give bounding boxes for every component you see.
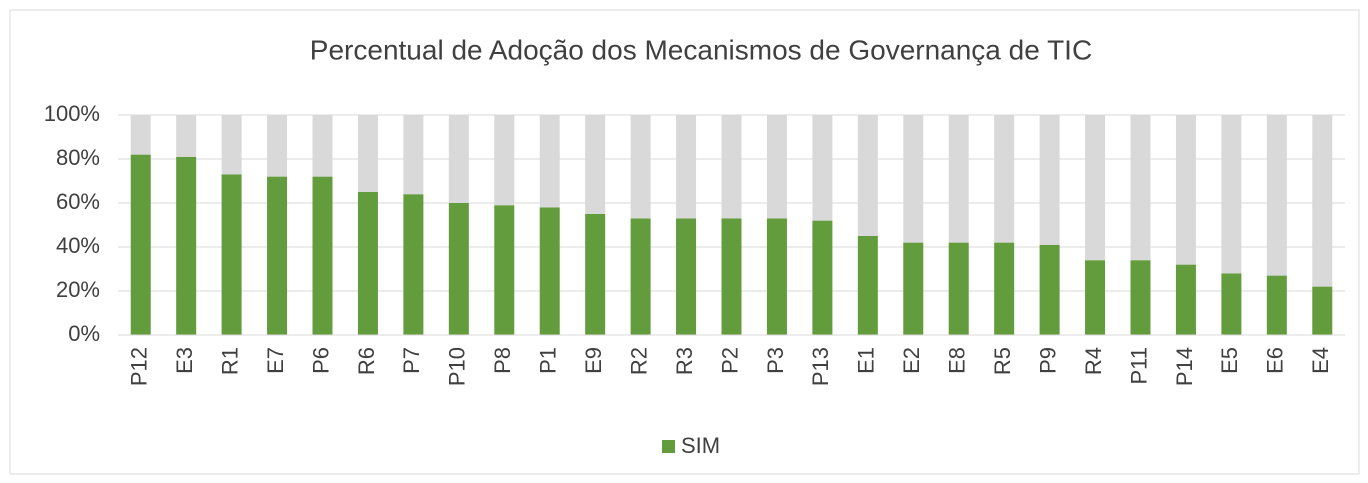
bar-segment [221,174,242,335]
bar-segment [948,115,969,243]
x-tick-label: E7 [263,347,288,374]
bar-segment [494,205,515,335]
bar-segment [903,115,924,243]
bar-segment [539,207,560,335]
x-tick-label: P3 [763,347,788,374]
x-tick-label: P8 [490,347,515,374]
y-tick-label: 80% [56,145,100,170]
bar-segment [176,156,197,335]
y-tick-label: 100% [44,101,100,126]
x-tick-label: P6 [308,347,333,374]
bar-segment [1266,275,1287,335]
bar-segment [1175,264,1196,335]
x-tick-label: R4 [1081,347,1106,375]
x-tick-label: R6 [354,347,379,375]
x-tick-label: E4 [1308,347,1333,374]
x-tick-label: P11 [1126,347,1151,385]
x-tick-label: P14 [1172,347,1197,386]
bar-segment [357,192,378,335]
y-tick-label: 20% [56,277,100,302]
bar-segment [766,115,787,219]
bar-segment [1266,115,1287,276]
x-tick-label: P9 [1035,347,1060,374]
bar-segment [948,242,969,335]
legend-swatch [662,440,675,453]
x-tick-label: P7 [399,347,424,374]
bar-segment [857,115,878,236]
bar-segment [676,218,697,335]
bar-segment [585,214,606,335]
bar-segment [221,115,242,175]
y-tick-label: 0% [68,321,100,346]
x-tick-label: E8 [945,347,970,374]
bar-segment [1085,260,1106,335]
bar-segment [312,115,333,177]
bar-segment [1221,115,1242,274]
bar-segment [676,115,697,219]
y-tick-label: 40% [56,233,100,258]
bar-segment [267,115,288,177]
bar-segment [312,176,333,335]
bar-segment [1085,115,1106,261]
bar-segment [1039,115,1060,245]
bar-segment [994,242,1015,335]
bar-segment [1221,273,1242,335]
bar-segment [630,218,651,335]
bar-segment [130,154,151,335]
chart-title: Percentual de Adoção dos Mecanismos de G… [310,34,1092,65]
x-tick-label: P1 [536,347,561,374]
bar-segment [448,203,469,335]
bar-segment [585,115,606,214]
bar-segment [267,176,288,335]
bar-segment [539,115,560,208]
bar-segment [721,115,742,219]
bar-segment [1175,115,1196,265]
bar-segment [176,115,197,157]
bar-segment [494,115,515,206]
x-tick-label: R2 [626,347,651,375]
bar-segment [721,218,742,335]
bar-segment [448,115,469,203]
legend-label: SIM [681,433,720,458]
x-tick-label: P12 [127,347,152,386]
x-tick-label: R5 [990,347,1015,375]
x-tick-label: E6 [1263,347,1288,374]
bar-segment [903,242,924,335]
bar-segment [1130,260,1151,335]
x-tick-label: P10 [445,347,470,386]
bar-segment [766,218,787,335]
bar-segment [357,115,378,192]
y-tick-label: 60% [56,189,100,214]
x-tick-label: P2 [717,347,742,374]
bar-segment [812,220,833,335]
bar-segment [1039,244,1060,335]
bar-segment [630,115,651,219]
x-tick-label: E1 [854,347,879,374]
bar-segment [857,236,878,335]
bar-segment [403,194,424,335]
bar-segment [1312,115,1333,287]
x-tick-label: R1 [217,347,242,375]
x-tick-label: P13 [808,347,833,386]
x-tick-label: E5 [1217,347,1242,374]
bar-segment [403,115,424,195]
bar-segment [130,115,151,155]
bar-segment [812,115,833,221]
bar-segment [994,115,1015,243]
bar-segment [1130,115,1151,261]
x-tick-label: E9 [581,347,606,374]
x-tick-label: E3 [172,347,197,374]
x-tick-label: R3 [672,347,697,375]
bar-segment [1312,286,1333,335]
x-tick-label: E2 [899,347,924,374]
